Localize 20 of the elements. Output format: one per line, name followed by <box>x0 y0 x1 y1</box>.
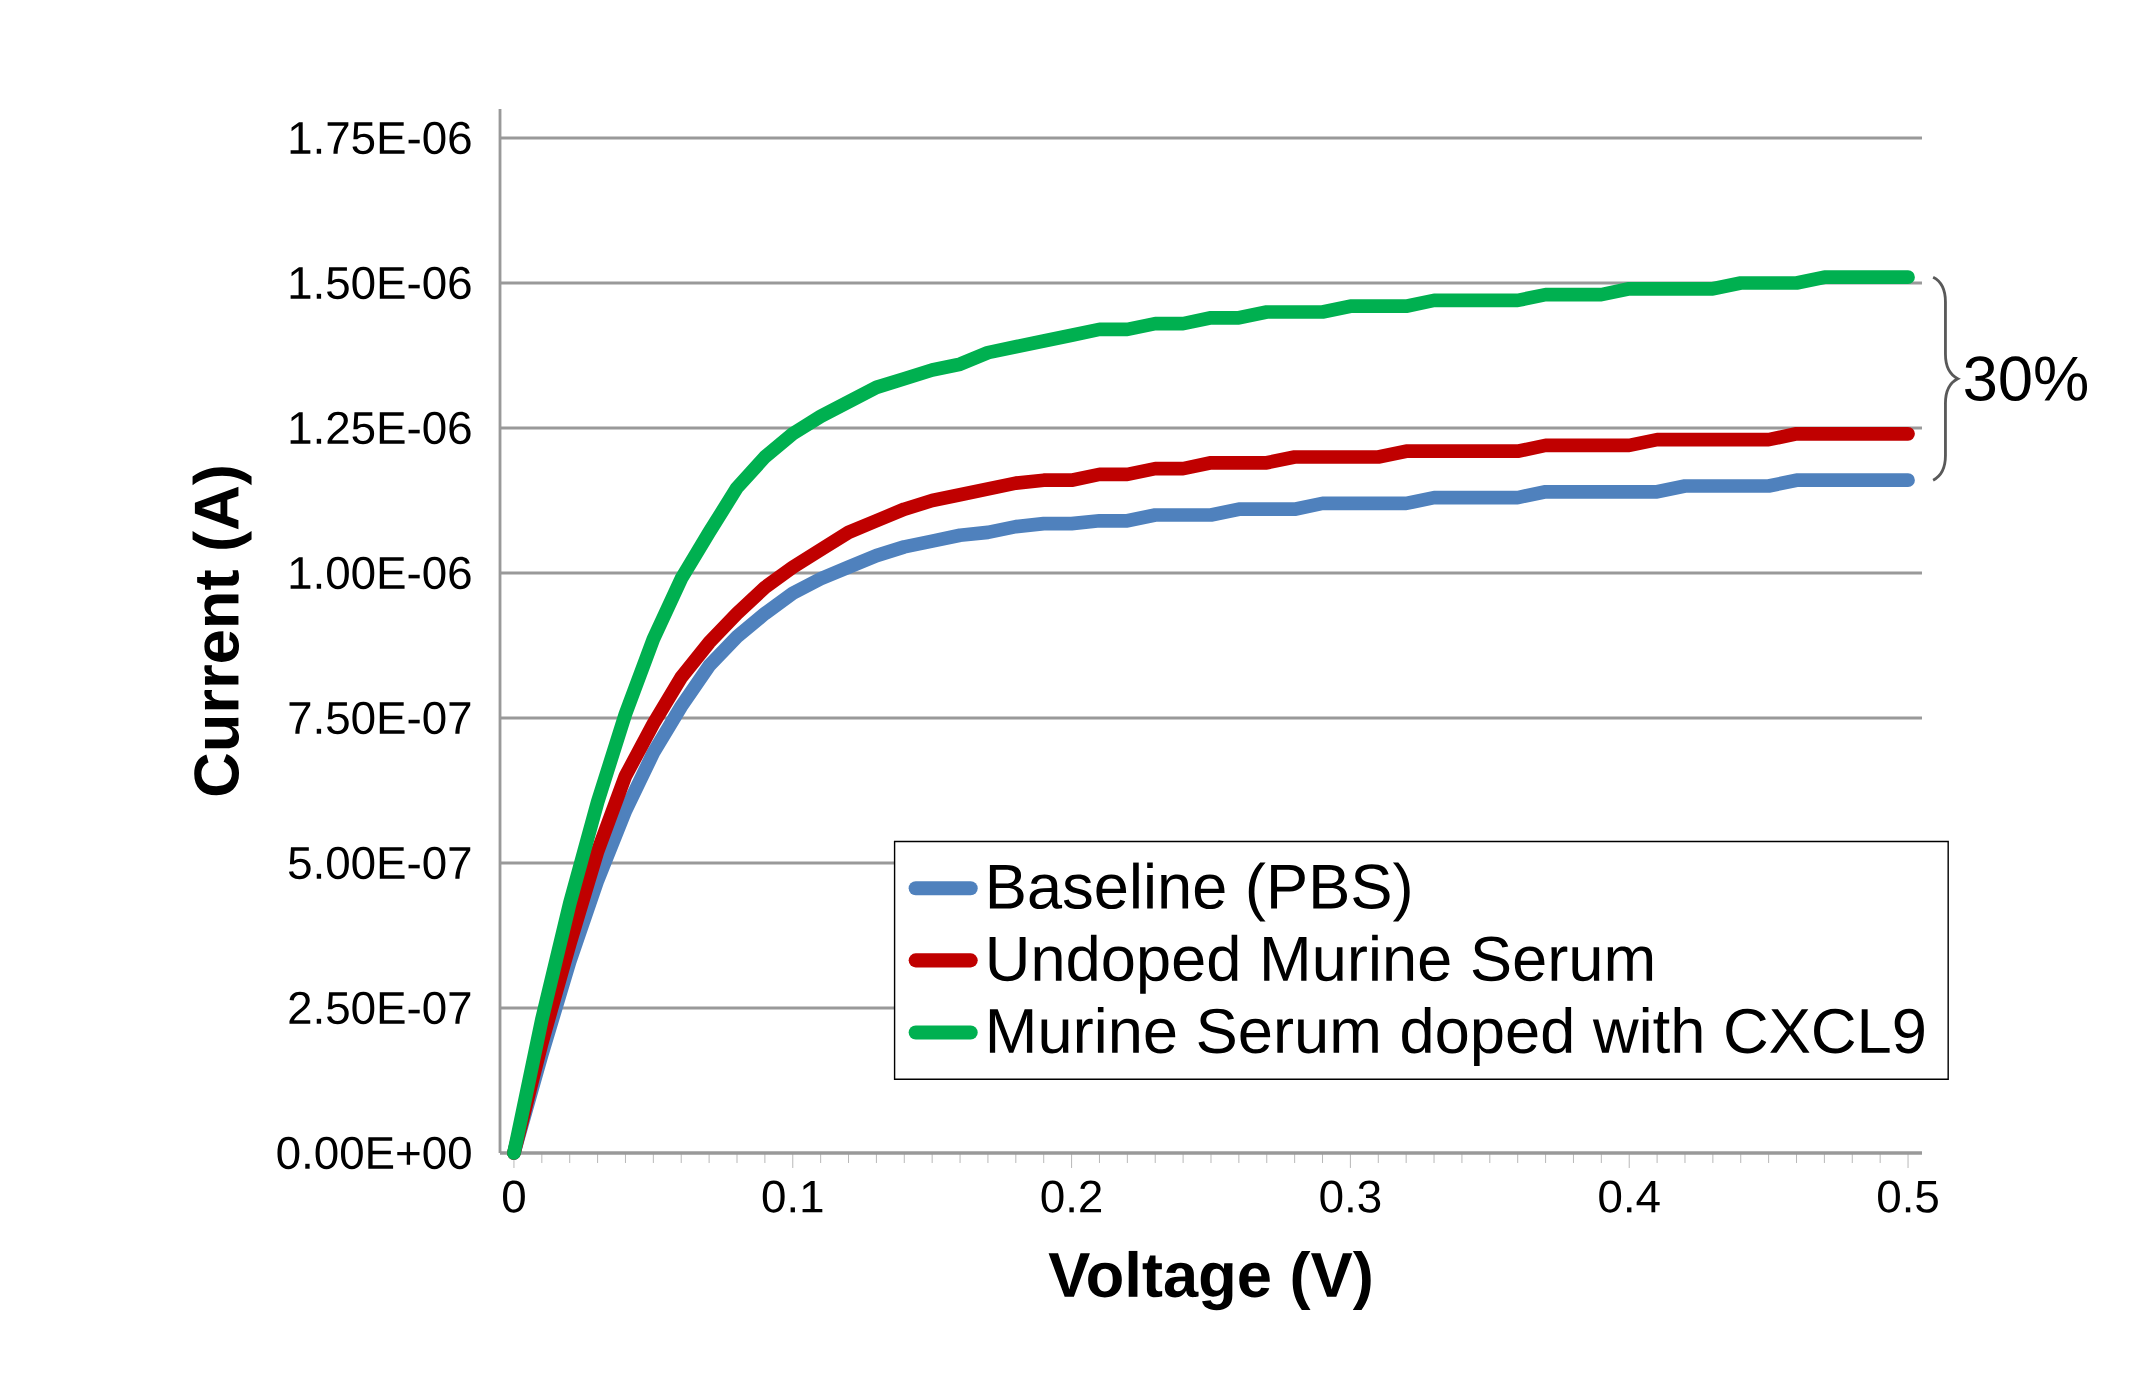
x-tick-label: 0.1 <box>762 1180 823 1213</box>
y-axis-title: Current (A) <box>192 467 252 796</box>
x-tick-label: 0 <box>503 1180 525 1213</box>
text: 30% <box>1965 356 2088 402</box>
y-tick-label: 1.25E-06 <box>290 411 471 445</box>
y-tick-label: 0.00E+00 <box>277 1136 471 1170</box>
legend-label: Baseline (PBS) <box>989 862 1410 922</box>
x-axis-title: Voltage (V) <box>1048 1250 1371 1311</box>
y-tick-label: 1.50E-06 <box>290 266 471 300</box>
x-tick-label: 0.4 <box>1599 1180 1660 1213</box>
y-tick-label: 2.50E-07 <box>289 991 471 1025</box>
y-tick-label: 7.50E-07 <box>289 701 471 735</box>
legend-label: Undoped Murine Serum <box>989 934 1653 994</box>
x-tick-label: 0.5 <box>1878 1180 1938 1213</box>
x-tick-label: 0.2 <box>1041 1180 1102 1213</box>
y-tick-label: 1.00E-06 <box>290 556 471 590</box>
x-tick-label: 0.3 <box>1320 1180 1381 1213</box>
y-tick-label: 1.75E-06 <box>290 121 471 155</box>
y-tick-label: 5.00E-07 <box>288 846 471 880</box>
legend-label: Murine Serum doped with CXCL9 <box>989 1006 1924 1066</box>
